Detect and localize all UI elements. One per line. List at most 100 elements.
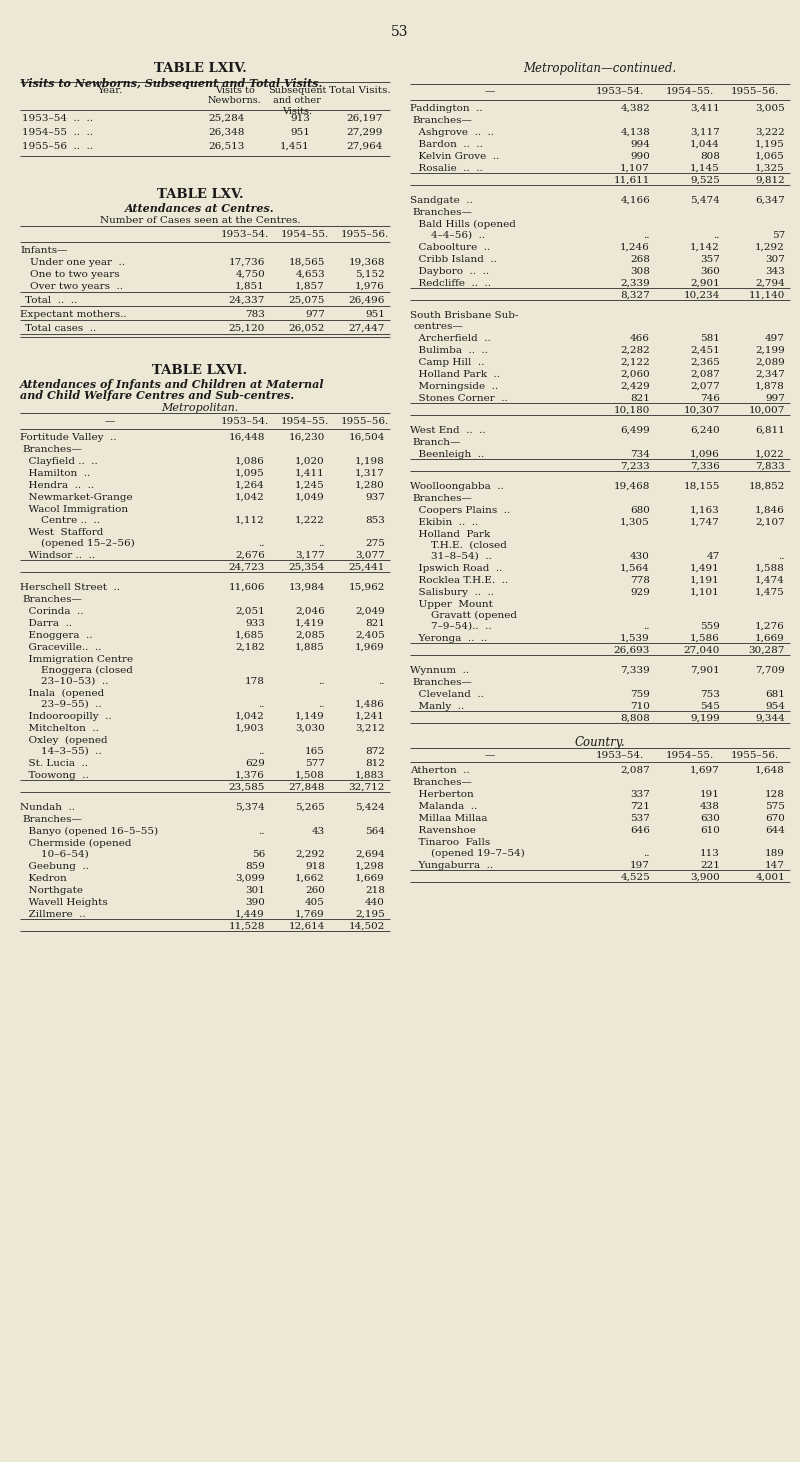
Text: 7,233: 7,233 <box>620 462 650 471</box>
Text: Under one year  ..: Under one year .. <box>30 257 125 268</box>
Text: Yeronga  ..  ..: Yeronga .. .. <box>412 635 487 643</box>
Text: 221: 221 <box>700 861 720 870</box>
Text: 14–3–55)  ..: 14–3–55) .. <box>28 747 102 756</box>
Text: South Brisbane Sub-: South Brisbane Sub- <box>410 311 518 320</box>
Text: 11,140: 11,140 <box>749 291 785 300</box>
Text: 10,234: 10,234 <box>684 291 720 300</box>
Text: Beenleigh  ..: Beenleigh .. <box>412 450 484 459</box>
Text: 26,348: 26,348 <box>209 129 245 137</box>
Text: 1,883: 1,883 <box>355 770 385 781</box>
Text: 2,694: 2,694 <box>355 849 385 860</box>
Text: 1,246: 1,246 <box>620 243 650 251</box>
Text: Infants—: Infants— <box>20 246 67 254</box>
Text: 1,022: 1,022 <box>755 450 785 459</box>
Text: Woolloongabba  ..: Woolloongabba .. <box>410 482 504 491</box>
Text: 859: 859 <box>245 863 265 871</box>
Text: and Child Welfare Centres and Sub-centres.: and Child Welfare Centres and Sub-centre… <box>20 390 294 401</box>
Text: 4,653: 4,653 <box>295 270 325 279</box>
Text: 1,449: 1,449 <box>235 909 265 920</box>
Text: Indooroopilly  ..: Indooroopilly .. <box>22 712 112 721</box>
Text: 918: 918 <box>305 863 325 871</box>
Text: 25,354: 25,354 <box>289 563 325 572</box>
Text: 25,441: 25,441 <box>349 563 385 572</box>
Text: Northgate: Northgate <box>22 886 83 895</box>
Text: 2,089: 2,089 <box>755 358 785 367</box>
Text: 2,451: 2,451 <box>690 346 720 355</box>
Text: 2,199: 2,199 <box>755 346 785 355</box>
Text: Cleveland  ..: Cleveland .. <box>412 690 484 699</box>
Text: 218: 218 <box>365 886 385 895</box>
Text: 11,611: 11,611 <box>614 175 650 186</box>
Text: 308: 308 <box>630 268 650 276</box>
Text: 1955–56.: 1955–56. <box>341 417 389 425</box>
Text: 5,474: 5,474 <box>690 196 720 205</box>
Text: 2,051: 2,051 <box>235 607 265 616</box>
Text: Metropolitan.: Metropolitan. <box>162 404 238 412</box>
Text: Hendra  ..  ..: Hendra .. .. <box>22 481 94 490</box>
Text: 1,276: 1,276 <box>755 621 785 632</box>
Text: 1,245: 1,245 <box>295 481 325 490</box>
Text: 165: 165 <box>305 747 325 756</box>
Text: 808: 808 <box>700 152 720 161</box>
Text: Wavell Heights: Wavell Heights <box>22 898 108 906</box>
Text: 1,508: 1,508 <box>295 770 325 781</box>
Text: 2,365: 2,365 <box>690 358 720 367</box>
Text: 1,112: 1,112 <box>235 516 265 525</box>
Text: Ashgrove  ..  ..: Ashgrove .. .. <box>412 129 494 137</box>
Text: Yungaburra  ..: Yungaburra .. <box>412 861 493 870</box>
Text: 1,903: 1,903 <box>235 724 265 732</box>
Text: 25,284: 25,284 <box>209 114 245 123</box>
Text: ..: .. <box>318 677 325 686</box>
Text: 1,222: 1,222 <box>295 516 325 525</box>
Text: 11,528: 11,528 <box>229 923 265 931</box>
Text: 1,280: 1,280 <box>355 481 385 490</box>
Text: 1,648: 1,648 <box>755 766 785 775</box>
Text: 18,565: 18,565 <box>289 257 325 268</box>
Text: 1,539: 1,539 <box>620 635 650 643</box>
Text: 7,901: 7,901 <box>690 667 720 675</box>
Text: 933: 933 <box>245 618 265 629</box>
Text: 466: 466 <box>630 333 650 344</box>
Text: 913: 913 <box>290 114 310 123</box>
Text: Tinaroo  Falls: Tinaroo Falls <box>412 838 490 846</box>
Text: 4,138: 4,138 <box>620 129 650 137</box>
Text: 630: 630 <box>700 814 720 823</box>
Text: 27,447: 27,447 <box>349 325 385 333</box>
Text: ..: .. <box>318 539 325 548</box>
Text: 197: 197 <box>630 861 650 870</box>
Text: 360: 360 <box>700 268 720 276</box>
Text: Immigration Centre: Immigration Centre <box>22 655 133 664</box>
Text: 1,195: 1,195 <box>755 140 785 149</box>
Text: ..: .. <box>258 539 265 548</box>
Text: 343: 343 <box>765 268 785 276</box>
Text: 497: 497 <box>765 333 785 344</box>
Text: 1955–56.: 1955–56. <box>731 88 779 96</box>
Text: West End  ..  ..: West End .. .. <box>410 425 486 436</box>
Text: 1,305: 1,305 <box>620 518 650 526</box>
Text: Metropolitan—continued.: Metropolitan—continued. <box>523 61 677 75</box>
Text: ..: .. <box>778 553 785 561</box>
Text: 1,142: 1,142 <box>690 243 720 251</box>
Text: 2,282: 2,282 <box>620 346 650 355</box>
Text: 113: 113 <box>700 849 720 858</box>
Text: 307: 307 <box>765 254 785 265</box>
Text: 26,693: 26,693 <box>614 646 650 655</box>
Text: Darra  ..: Darra .. <box>22 618 72 629</box>
Text: Cribb Island  ..: Cribb Island .. <box>412 254 497 265</box>
Text: 430: 430 <box>630 553 650 561</box>
Text: 3,005: 3,005 <box>755 104 785 113</box>
Text: Centre ..  ..: Centre .. .. <box>28 516 100 525</box>
Text: —: — <box>485 751 495 760</box>
Text: 357: 357 <box>700 254 720 265</box>
Text: 57: 57 <box>772 231 785 240</box>
Text: 1,878: 1,878 <box>755 382 785 390</box>
Text: 390: 390 <box>245 898 265 906</box>
Text: 1,885: 1,885 <box>295 643 325 652</box>
Text: Visits to Newborns, Subsequent and Total Visits.: Visits to Newborns, Subsequent and Total… <box>20 77 322 89</box>
Text: 9,199: 9,199 <box>690 713 720 724</box>
Text: 545: 545 <box>700 702 720 711</box>
Text: 1,474: 1,474 <box>755 576 785 585</box>
Text: ..: .. <box>318 700 325 709</box>
Text: 564: 564 <box>365 827 385 836</box>
Text: 1,317: 1,317 <box>355 469 385 478</box>
